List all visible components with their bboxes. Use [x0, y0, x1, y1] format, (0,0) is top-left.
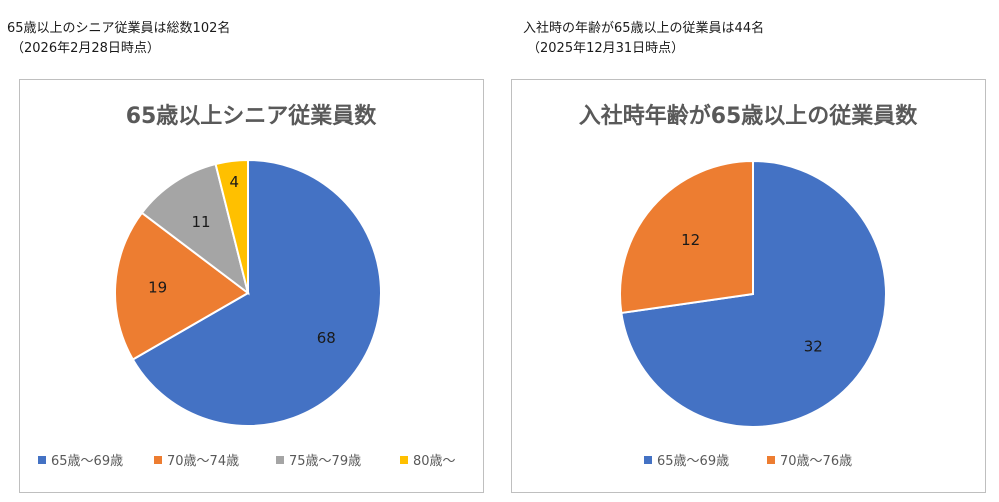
data-labels: 68 19 11 4	[148, 173, 336, 347]
data-labels: 32 12	[681, 231, 823, 355]
data-label-1: 68	[317, 329, 336, 347]
pie-slice-2	[114, 211, 250, 361]
legend-label-1: 65歳～69歳	[657, 454, 729, 469]
data-label-2: 12	[681, 231, 700, 249]
chart-title: 65歳以上シニア従業員数	[126, 103, 378, 129]
legend-swatch-1	[644, 456, 652, 464]
legend-swatch-3	[276, 456, 284, 464]
pie-slice-4	[214, 158, 249, 294]
caption-right-line1: 入社時の年齢が65歳以上の従業員は44名	[523, 21, 765, 36]
legend-label-1: 65歳～69歳	[51, 454, 123, 469]
legend: 65歳～69歳 70歳～76歳	[644, 454, 852, 469]
pie-slices	[618, 159, 887, 428]
caption-right: 入社時の年齢が65歳以上の従業員は44名 （2025年12月31日時点）	[523, 19, 764, 59]
caption-left: 65歳以上のシニア従業員は総数102名 （2026年2月28日時点）	[7, 19, 230, 59]
pie-slice-1	[131, 158, 382, 427]
data-label-2: 19	[148, 278, 167, 296]
legend: 65歳～69歳 70歳～74歳 75歳～79歳 80歳～	[38, 454, 456, 469]
data-label-1: 32	[804, 337, 823, 355]
pie-slices	[114, 158, 382, 427]
chart-panel-senior-employees: 65歳以上シニア従業員数 68 19 11 4 65歳～69歳 70歳～74歳 75歳～7…	[19, 79, 484, 493]
chart-panel-hired-at-65-plus: 入社時年齢が65歳以上の従業員数 32 12 65歳～69歳 70歳～76歳	[511, 79, 986, 493]
legend-swatch-1	[38, 456, 46, 464]
legend-label-4: 80歳～	[413, 454, 456, 469]
data-label-4: 4	[230, 173, 240, 191]
legend-swatch-4	[400, 456, 408, 464]
caption-left-line1: 65歳以上のシニア従業員は総数102名	[7, 21, 231, 36]
caption-left-line2: （2026年2月28日時点）	[11, 41, 160, 56]
chart-title: 入社時年齢が65歳以上の従業員数	[579, 103, 919, 129]
caption-right-line2: （2025年12月31日時点）	[527, 41, 685, 56]
pie-chart-hired-at-65-plus: 入社時年齢が65歳以上の従業員数 32 12 65歳～69歳 70歳～76歳	[579, 103, 919, 469]
legend-label-2: 70歳～74歳	[167, 454, 239, 469]
legend-swatch-2	[767, 456, 775, 464]
legend-swatch-2	[154, 456, 162, 464]
pie-slice-3	[140, 162, 250, 296]
pie-chart-senior-employees: 65歳以上シニア従業員数 68 19 11 4 65歳～69歳 70歳～74歳 75歳～7…	[38, 103, 456, 469]
data-label-3: 11	[191, 213, 210, 231]
legend-label-2: 70歳～76歳	[780, 454, 852, 469]
pie-slice-2	[618, 159, 754, 315]
legend-label-3: 75歳～79歳	[289, 454, 361, 469]
